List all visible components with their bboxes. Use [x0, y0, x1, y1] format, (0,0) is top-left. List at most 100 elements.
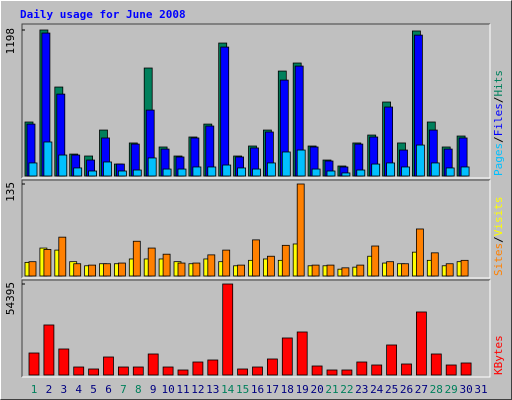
bar	[147, 353, 159, 376]
bar	[311, 168, 321, 177]
bar	[386, 162, 396, 177]
bar	[296, 149, 306, 177]
bar	[311, 365, 323, 376]
x-tick-label: 4	[75, 383, 82, 396]
x-tick-label: 27	[415, 383, 428, 396]
bar	[252, 168, 261, 177]
x-tick-label: 11	[176, 383, 189, 396]
chart-title: Daily usage for June 2008	[20, 8, 186, 21]
bar	[207, 254, 216, 277]
bar	[445, 364, 457, 376]
bar	[58, 348, 70, 376]
bar	[415, 311, 427, 376]
bar	[281, 337, 293, 376]
bar	[118, 262, 126, 277]
bar	[415, 144, 425, 177]
bar	[103, 263, 111, 277]
bar	[311, 264, 320, 277]
bar	[341, 369, 353, 376]
bar	[132, 169, 142, 177]
bar	[445, 167, 455, 177]
bar	[237, 167, 247, 177]
bar	[118, 366, 129, 376]
bar	[192, 361, 204, 376]
bar	[266, 358, 278, 376]
y-tick-label: 135	[4, 182, 17, 202]
bar	[73, 263, 82, 277]
bar	[326, 369, 338, 376]
bar	[430, 162, 440, 177]
bar	[237, 368, 249, 376]
bar	[341, 172, 351, 177]
bar	[326, 170, 336, 177]
frame	[21, 279, 490, 377]
bar	[237, 264, 246, 277]
x-tick-label: 24	[370, 383, 384, 396]
bar	[401, 363, 412, 376]
x-tick-label: 19	[296, 383, 309, 396]
x-tick-label: 25	[385, 383, 398, 396]
bar	[445, 263, 454, 277]
bar	[281, 244, 290, 277]
bar	[207, 359, 219, 376]
bar	[103, 356, 114, 376]
bar	[222, 283, 234, 376]
bar	[326, 264, 335, 277]
bar	[356, 264, 365, 277]
bar	[177, 369, 189, 376]
bar	[192, 262, 201, 277]
legend: KBytes	[492, 335, 505, 375]
bar	[118, 170, 127, 177]
bar	[88, 170, 97, 177]
bar	[401, 263, 409, 277]
bar	[43, 141, 53, 177]
bar	[43, 324, 55, 376]
x-tick-label: 6	[105, 383, 112, 396]
bar	[177, 168, 187, 177]
x-tick-label: 31	[474, 383, 487, 396]
bar	[192, 166, 202, 177]
bar	[147, 157, 157, 177]
plot-area	[22, 280, 490, 377]
x-tick-label: 29	[445, 383, 458, 396]
bar	[162, 253, 171, 277]
x-tick-label: 23	[355, 383, 368, 396]
legend-entry: Visits	[492, 197, 505, 237]
bar	[162, 168, 172, 177]
x-tick-label: 16	[251, 383, 264, 396]
x-tick-label: 26	[400, 383, 413, 396]
bar	[252, 366, 263, 376]
x-tick-label: 10	[161, 383, 174, 396]
bar	[222, 249, 231, 277]
bar	[386, 344, 398, 376]
legend-entry: KBytes	[492, 335, 505, 375]
legend-entry: Sites	[492, 243, 505, 276]
x-tick-label: 1	[31, 383, 38, 396]
bar	[177, 262, 186, 277]
bar	[266, 255, 275, 277]
legend-separator: /	[492, 236, 505, 243]
x-tick-label: 15	[236, 383, 249, 396]
bar	[460, 166, 470, 177]
bar	[58, 236, 67, 277]
bar	[132, 366, 144, 376]
x-tick-label: 17	[266, 383, 279, 396]
x-tick-label: 30	[459, 383, 472, 396]
x-tick-label: 9	[150, 383, 157, 396]
x-tick-label: 8	[135, 383, 142, 396]
bar	[28, 261, 37, 277]
bar	[132, 240, 141, 277]
legend-separator: /	[492, 97, 505, 104]
x-tick-label: 22	[340, 383, 353, 396]
legend-entry: Pages	[492, 143, 505, 176]
bar	[58, 154, 68, 177]
x-tick-label: 7	[120, 383, 127, 396]
bar	[222, 164, 232, 177]
bar	[371, 163, 381, 177]
bar	[207, 166, 217, 177]
bar	[430, 353, 442, 376]
bar	[266, 162, 276, 177]
bar	[296, 183, 305, 277]
